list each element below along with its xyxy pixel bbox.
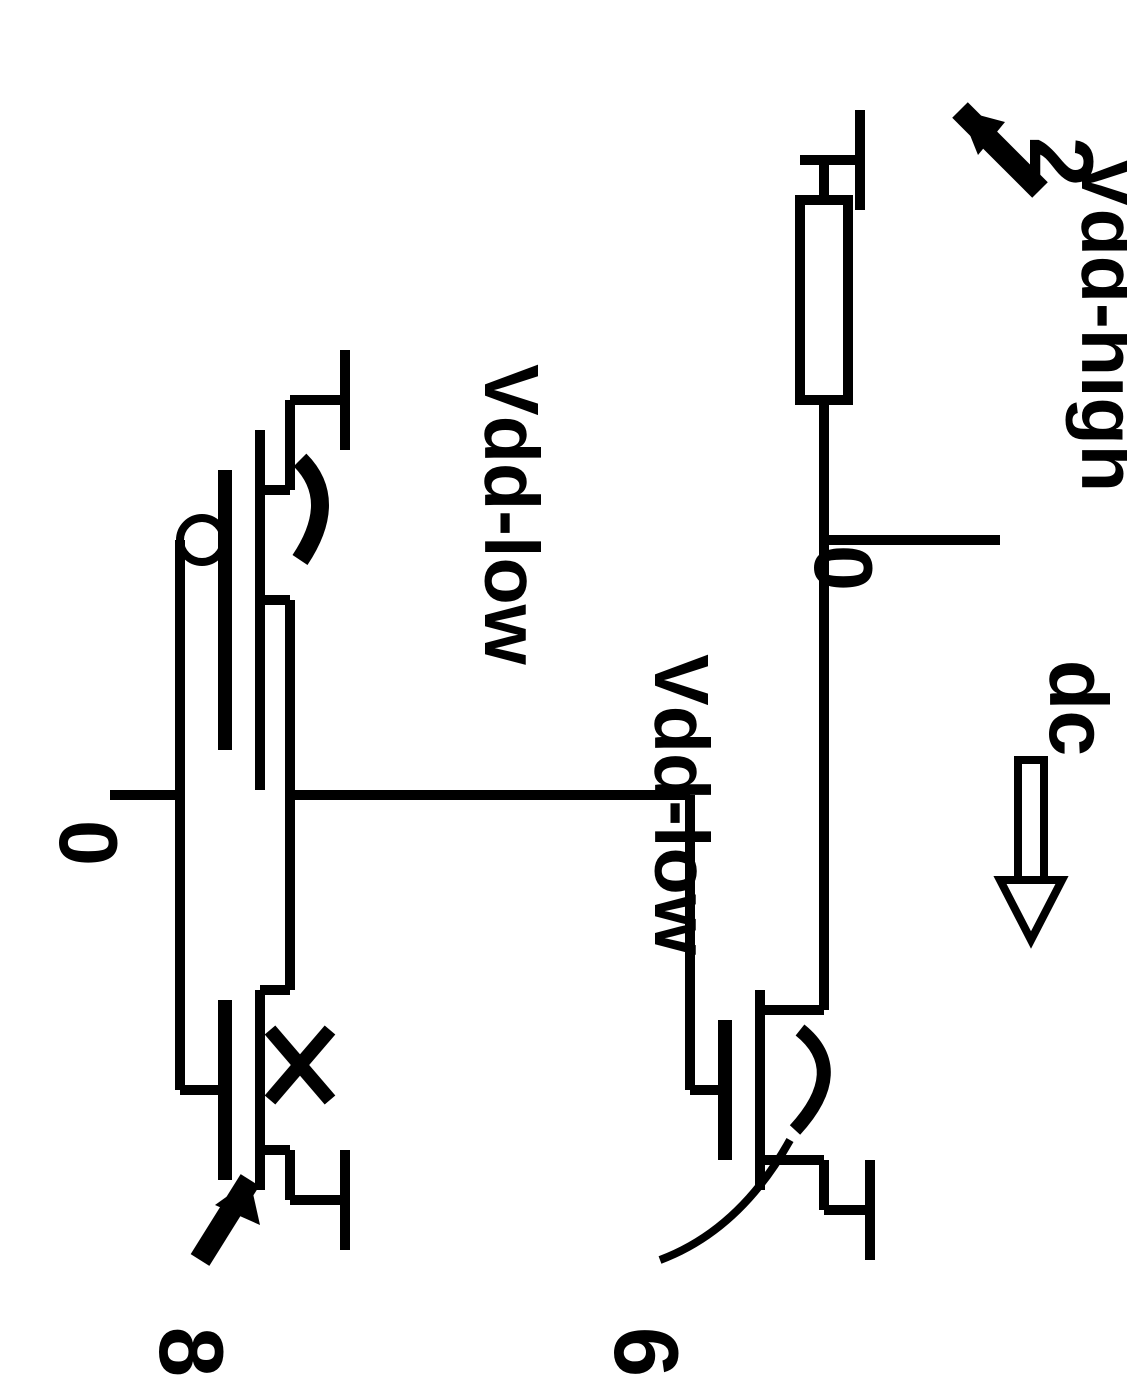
arrow-to-8-icon xyxy=(200,1180,260,1260)
arrow-dc-icon xyxy=(1000,760,1062,940)
circuit-canvas: 2 Vdd-high Vdd-low Vdd-low 0 0 6 8 dc xyxy=(0,0,1127,1384)
arrow-to-2-icon xyxy=(960,110,1040,190)
schematic-svg xyxy=(0,0,1127,1384)
